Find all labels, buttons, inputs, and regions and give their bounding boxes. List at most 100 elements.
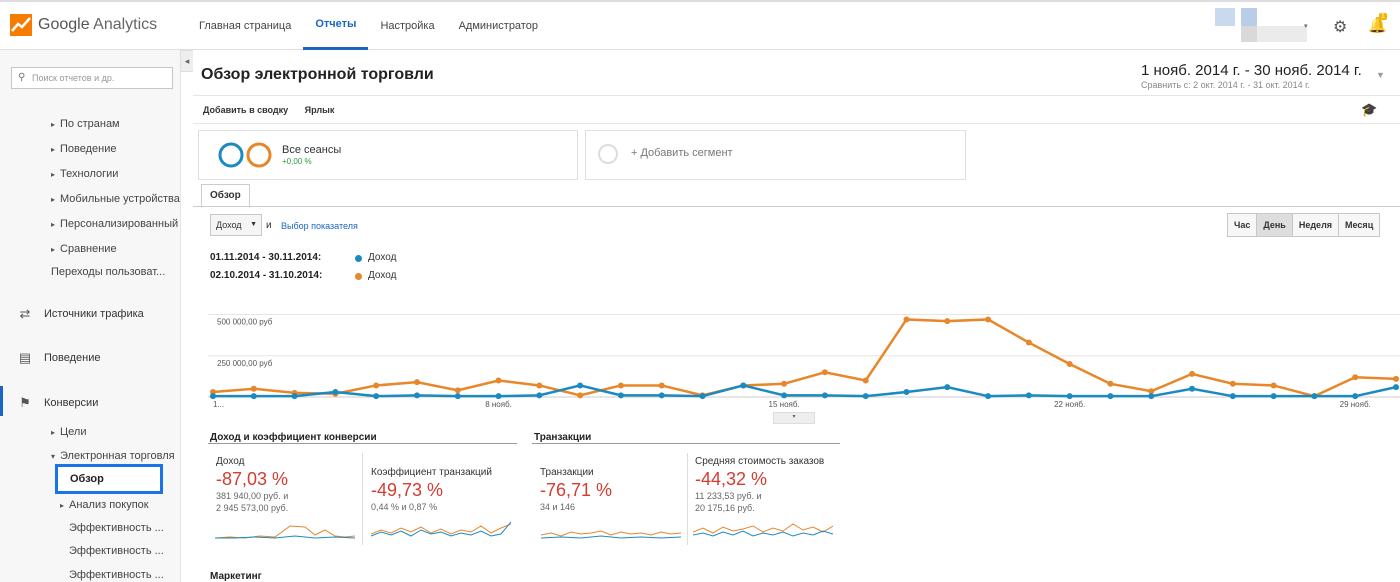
series-line (212, 318, 1397, 398)
sidebar-item-overview[interactable]: Обзор (55, 464, 163, 494)
kpi-avg-order-value[interactable]: Средняя стоимость заказов -44,32 % 11 23… (695, 456, 824, 514)
legend-name-previous: Доход (368, 270, 397, 281)
sidebar-item-user-flow[interactable]: Переходы пользоват... (51, 266, 166, 278)
data-point (862, 393, 869, 400)
sidebar-item-technology[interactable]: Технологии (51, 168, 118, 180)
data-point (617, 382, 624, 389)
data-point (1107, 393, 1114, 400)
data-point (985, 316, 992, 323)
kpi-sub: 0,44 % и 0,87 % (371, 502, 438, 512)
data-point (536, 382, 543, 389)
notification-badge: 1 (1379, 13, 1387, 20)
data-point (617, 392, 624, 399)
collapse-sidebar-button[interactable]: ◂ (180, 50, 194, 72)
sidebar-item-behavior-sub[interactable]: Поведение (51, 143, 117, 155)
data-point (413, 392, 420, 399)
data-point (250, 385, 257, 392)
report-actions: Добавить в сводку Ярлык (203, 105, 348, 115)
data-point (781, 392, 788, 399)
legend-range-current: 01.11.2014 - 30.11.2014: (210, 252, 322, 263)
nav-home[interactable]: Главная страница (199, 20, 292, 32)
gear-icon[interactable]: ⚙ (1333, 19, 1348, 36)
data-point (1066, 361, 1073, 367)
sidebar: ⚲ Поиск отчетов и др. По странам Поведен… (0, 50, 181, 582)
search-input[interactable]: ⚲ Поиск отчетов и др. (11, 67, 173, 89)
kpi-value: -44,32 % (695, 469, 768, 489)
kpi-value: -49,73 % (371, 480, 444, 500)
sidebar-item-label: Источники трафика (44, 308, 144, 320)
flag-icon: ⚑ (19, 395, 31, 410)
metric-select[interactable]: Доход ▼ (210, 214, 262, 236)
data-point (740, 382, 747, 389)
active-section-indicator (0, 386, 3, 416)
kpi-transactions[interactable]: Транзакции -76,71 % 34 и 146 (540, 467, 612, 513)
compare-range: Сравнить с: 2 окт. 2014 г. - 31 окт. 201… (1141, 80, 1310, 90)
chart-expand-handle[interactable]: ▾ (773, 412, 815, 424)
sidebar-item-custom[interactable]: Персонализированный (51, 218, 178, 230)
kpi-conversion-rate[interactable]: Коэффициент транзакций -49,73 % 0,44 % и… (371, 467, 492, 513)
add-segment-button[interactable]: + Добавить сегмент (585, 130, 966, 180)
y-tick-label: 250 000,00 руб (217, 359, 273, 368)
sidebar-item-performance-3[interactable]: Эффективность ... (69, 569, 164, 581)
data-point (903, 316, 910, 323)
legend-dot-current (355, 255, 362, 262)
data-point (781, 380, 788, 387)
data-point (1066, 393, 1073, 400)
sidebar-item-traffic-sources[interactable]: ⇄ Источники трафика (16, 306, 144, 322)
sidebar-item-ecommerce[interactable]: Электронная торговля (51, 450, 175, 462)
graduation-cap-icon[interactable]: 🎓 (1361, 102, 1378, 117)
nav-reports[interactable]: Отчеты (303, 2, 369, 50)
data-point (1393, 384, 1399, 391)
data-point (332, 389, 339, 396)
kpi-label: Средняя стоимость заказов (695, 456, 825, 467)
section-title-transactions: Транзакции (534, 432, 592, 443)
series-line (213, 384, 1397, 398)
data-point (862, 377, 869, 384)
empty-ring-icon (598, 144, 618, 164)
period-day-button[interactable]: День (1256, 213, 1293, 237)
nav-admin[interactable]: Администратор (458, 20, 538, 32)
tab-overview[interactable]: Обзор (201, 184, 250, 208)
period-week-button[interactable]: Неделя (1291, 213, 1340, 237)
kpi-revenue[interactable]: Доход -87,03 % 381 940,00 руб. и 2 945 5… (216, 456, 288, 514)
add-to-dashboard-button[interactable]: Добавить в сводку (203, 105, 289, 115)
nav-settings[interactable]: Настройка (380, 20, 435, 32)
and-label: и (266, 220, 272, 231)
sidebar-item-mobile[interactable]: Мобильные устройства (51, 193, 180, 205)
data-point (1025, 339, 1032, 346)
data-point (1352, 393, 1359, 400)
account-selector[interactable]: ▾ (1215, 8, 1309, 42)
sidebar-item-performance-1[interactable]: Эффективность ... (69, 522, 164, 534)
google-analytics-logo[interactable]: Google Analytics (10, 14, 157, 36)
sidebar-item-performance-2[interactable]: Эффективность ... (69, 545, 164, 557)
segment-all-sessions[interactable]: Все сеансы +0,00 % (198, 130, 578, 180)
date-range-picker[interactable]: 1 нояб. 2014 г. - 30 нояб. 2014 г. (1141, 62, 1362, 79)
data-point (1107, 380, 1114, 387)
sidebar-item-comparison[interactable]: Сравнение (51, 243, 117, 255)
data-point (1189, 370, 1196, 377)
sparkline-avg-order-value (693, 523, 833, 537)
sidebar-item-shopping-analysis[interactable]: Анализ покупок (60, 499, 149, 511)
add-segment-label: + Добавить сегмент (631, 147, 733, 159)
layout-grid-icon: ▤ (18, 350, 32, 365)
x-tick-label: 15 нояб. (769, 400, 800, 409)
sparkline-conversion-rate (371, 521, 511, 537)
period-month-button[interactable]: Месяц (1338, 213, 1381, 237)
chevron-down-icon[interactable]: ▼ (1376, 70, 1385, 80)
kpi-sub: 2 945 573,00 руб. (216, 503, 289, 513)
data-point (658, 392, 665, 399)
segment-change: +0,00 % (282, 157, 312, 166)
sidebar-item-goals[interactable]: Цели (51, 426, 86, 438)
search-icon: ⚲ (18, 72, 26, 83)
notifications-bell-icon[interactable]: 🔔 1 (1368, 13, 1387, 34)
sidebar-item-behavior[interactable]: ▤ Поведение (16, 350, 101, 366)
sidebar-item-overview-label: Обзор (70, 473, 104, 485)
sidebar-item-countries[interactable]: По странам (51, 118, 120, 130)
select-metric-link[interactable]: Выбор показателя (281, 221, 358, 231)
sidebar-item-conversions[interactable]: ⚑ Конверсии (16, 395, 98, 411)
top-bar: Google Analytics Главная страница Отчеты… (0, 0, 1400, 50)
shortcut-button[interactable]: Ярлык (304, 105, 335, 115)
data-point (373, 382, 380, 389)
data-point (1270, 382, 1277, 389)
period-hour-button[interactable]: Час (1227, 213, 1258, 237)
